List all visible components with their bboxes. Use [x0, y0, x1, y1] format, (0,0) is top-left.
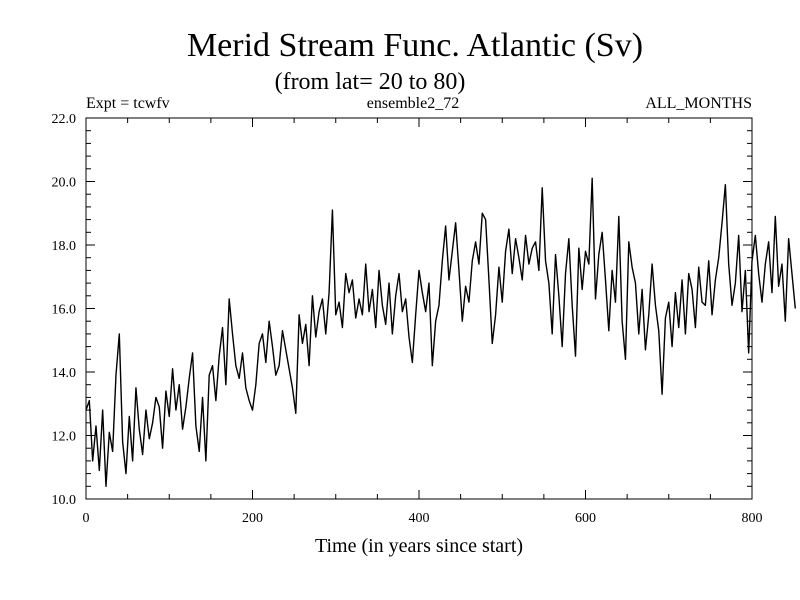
annotation-ensemble: ensemble2_72 — [367, 95, 459, 112]
x-tick-label: 0 — [83, 511, 90, 526]
y-tick-label: 12.0 — [52, 430, 77, 445]
annotation-expt: Expt = tcwfv — [86, 95, 170, 112]
y-tick-label: 22.0 — [52, 112, 77, 127]
annotation-months: ALL_MONTHS — [645, 95, 752, 112]
x-axis-label: Time (in years since start) — [315, 535, 523, 557]
x-tick-label: 600 — [575, 511, 596, 526]
y-tick-label: 20.0 — [52, 176, 77, 191]
axis-ticks — [85, 117, 753, 500]
chart-title: Merid Stream Func. Atlantic (Sv) — [187, 27, 643, 64]
axis-tick-labels: 10.0 12.0 14.0 16.0 18.0 20.0 22.0 0 200 400 600 80… — [52, 112, 763, 526]
y-tick-label: 10.0 — [52, 493, 77, 508]
y-tick-label: 14.0 — [52, 366, 77, 381]
y-tick-label: 16.0 — [52, 303, 77, 318]
x-tick-label: 800 — [742, 511, 763, 526]
plot-frame — [85, 117, 753, 500]
series-line — [85, 177, 796, 487]
x-tick-label: 400 — [409, 511, 430, 526]
chart-subtitle: (from lat= 20 to 80) — [275, 69, 466, 95]
y-tick-label: 18.0 — [52, 239, 77, 254]
x-tick-label: 200 — [242, 511, 263, 526]
